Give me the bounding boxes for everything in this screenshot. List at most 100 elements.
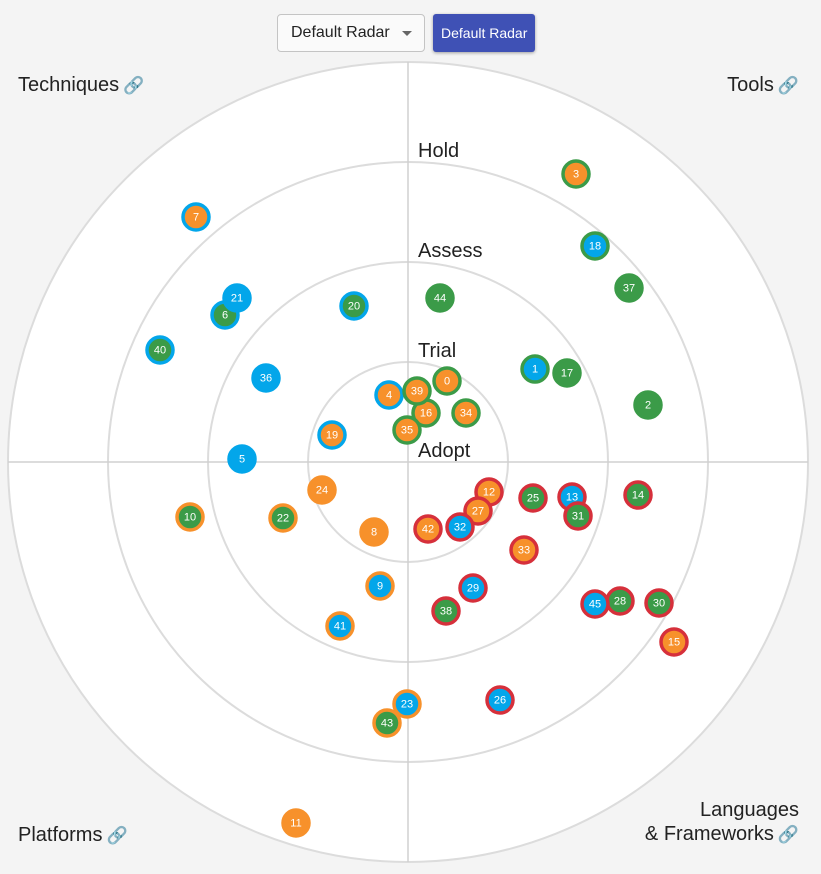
blip-label: 15 bbox=[668, 637, 680, 649]
blip-42[interactable]: 42 bbox=[413, 514, 443, 544]
blip-marker bbox=[580, 231, 610, 261]
blip-label: 2 bbox=[645, 400, 651, 412]
blip-43[interactable]: 43 bbox=[372, 708, 402, 738]
blip-marker bbox=[644, 588, 674, 618]
blip-28[interactable]: 28 bbox=[605, 586, 635, 616]
blip-2[interactable]: 2 bbox=[633, 390, 663, 420]
caret-down-icon bbox=[402, 30, 412, 36]
blip-5[interactable]: 5 bbox=[227, 444, 257, 474]
quadrant-label-techniques[interactable]: Techniques 🔗 bbox=[18, 73, 144, 98]
blip-34[interactable]: 34 bbox=[451, 398, 481, 428]
blip-1[interactable]: 1 bbox=[520, 354, 550, 384]
blip-18[interactable]: 18 bbox=[580, 231, 610, 261]
quadrant-title-line2: & Frameworks bbox=[644, 823, 774, 845]
link-icon: 🔗 bbox=[123, 76, 145, 95]
ring-label-trial: Trial bbox=[418, 340, 456, 362]
blip-marker bbox=[251, 363, 281, 393]
blip-label: 4 bbox=[386, 390, 392, 402]
blip-marker bbox=[431, 596, 461, 626]
blip-26[interactable]: 26 bbox=[485, 685, 515, 715]
quadrant-label-platforms[interactable]: Platforms 🔗 bbox=[18, 823, 128, 848]
blip-label: 37 bbox=[623, 283, 635, 295]
blip-label: 31 bbox=[572, 511, 584, 523]
blip-label: 40 bbox=[154, 345, 166, 357]
blip-10[interactable]: 10 bbox=[175, 502, 205, 532]
blip-14[interactable]: 14 bbox=[623, 480, 653, 510]
blip-label: 5 bbox=[239, 454, 245, 466]
blip-32[interactable]: 32 bbox=[445, 512, 475, 542]
blip-4[interactable]: 4 bbox=[374, 380, 404, 410]
blip-8[interactable]: 8 bbox=[359, 517, 389, 547]
blip-37[interactable]: 37 bbox=[614, 273, 644, 303]
blip-15[interactable]: 15 bbox=[659, 627, 689, 657]
blip-22[interactable]: 22 bbox=[268, 503, 298, 533]
blip-25[interactable]: 25 bbox=[518, 483, 548, 513]
radar-select-value: Default Radar bbox=[291, 24, 390, 41]
blip-39[interactable]: 39 bbox=[402, 376, 432, 406]
blip-30[interactable]: 30 bbox=[644, 588, 674, 618]
blip-27[interactable]: 27 bbox=[463, 496, 493, 526]
ring-label-hold: Hold bbox=[418, 140, 459, 162]
blip-19[interactable]: 19 bbox=[317, 420, 347, 450]
radar-select[interactable]: Default Radar bbox=[277, 14, 425, 52]
blip-41[interactable]: 41 bbox=[325, 611, 355, 641]
blip-33[interactable]: 33 bbox=[509, 535, 539, 565]
blip-marker bbox=[425, 283, 455, 313]
blip-16[interactable]: 16 bbox=[411, 398, 441, 428]
blip-label: 8 bbox=[371, 527, 377, 539]
blip-label: 12 bbox=[483, 487, 495, 499]
blip-label: 36 bbox=[260, 373, 272, 385]
blip-marker bbox=[463, 496, 493, 526]
blip-29[interactable]: 29 bbox=[458, 573, 488, 603]
blip-label: 38 bbox=[440, 606, 452, 618]
default-radar-button[interactable]: Default Radar bbox=[433, 14, 536, 52]
ring-label-adopt: Adopt bbox=[418, 440, 471, 462]
blip-label: 28 bbox=[614, 596, 626, 608]
blip-24[interactable]: 24 bbox=[307, 475, 337, 505]
blip-label: 17 bbox=[561, 368, 573, 380]
blip-label: 20 bbox=[348, 301, 360, 313]
blip-label: 18 bbox=[589, 241, 601, 253]
blip-label: 32 bbox=[454, 522, 466, 534]
blip-20[interactable]: 20 bbox=[339, 291, 369, 321]
blip-35[interactable]: 35 bbox=[392, 415, 422, 445]
blip-label: 25 bbox=[527, 493, 539, 505]
blip-label: 24 bbox=[316, 485, 328, 497]
blip-label: 42 bbox=[422, 524, 434, 536]
blip-17[interactable]: 17 bbox=[552, 358, 582, 388]
blip-31[interactable]: 31 bbox=[563, 501, 593, 531]
blip-label: 33 bbox=[518, 545, 530, 557]
blip-23[interactable]: 23 bbox=[392, 689, 422, 719]
blip-21[interactable]: 21 bbox=[222, 283, 252, 313]
quadrant-label-tools[interactable]: Tools 🔗 bbox=[727, 73, 799, 98]
blip-3[interactable]: 3 bbox=[561, 159, 591, 189]
blip-marker bbox=[181, 202, 211, 232]
blip-label: 3 bbox=[573, 169, 579, 181]
blip-44[interactable]: 44 bbox=[425, 283, 455, 313]
blip-45[interactable]: 45 bbox=[580, 589, 610, 619]
blip-9[interactable]: 9 bbox=[365, 571, 395, 601]
ring-label-assess: Assess bbox=[418, 240, 482, 262]
blip-label: 21 bbox=[231, 293, 243, 305]
blip-label: 44 bbox=[434, 293, 446, 305]
blip-7[interactable]: 7 bbox=[181, 202, 211, 232]
blip-36[interactable]: 36 bbox=[251, 363, 281, 393]
blip-marker bbox=[518, 483, 548, 513]
blip-label: 16 bbox=[420, 408, 432, 420]
blip-marker bbox=[432, 366, 462, 396]
blip-marker bbox=[392, 415, 422, 445]
quadrant-title-line1: Languages bbox=[700, 799, 799, 821]
blip-marker bbox=[339, 291, 369, 321]
quadrant-label-languages-frameworks[interactable]: Languages & Frameworks 🔗 bbox=[645, 798, 799, 847]
quadrant-title: Tools bbox=[727, 74, 774, 96]
blip-40[interactable]: 40 bbox=[145, 335, 175, 365]
blip-11[interactable]: 11 bbox=[281, 808, 311, 838]
blip-0[interactable]: 0 bbox=[432, 366, 462, 396]
blip-label: 6 bbox=[222, 310, 228, 322]
blip-38[interactable]: 38 bbox=[431, 596, 461, 626]
blip-marker bbox=[451, 398, 481, 428]
blip-marker bbox=[372, 708, 402, 738]
blip-label: 26 bbox=[494, 695, 506, 707]
